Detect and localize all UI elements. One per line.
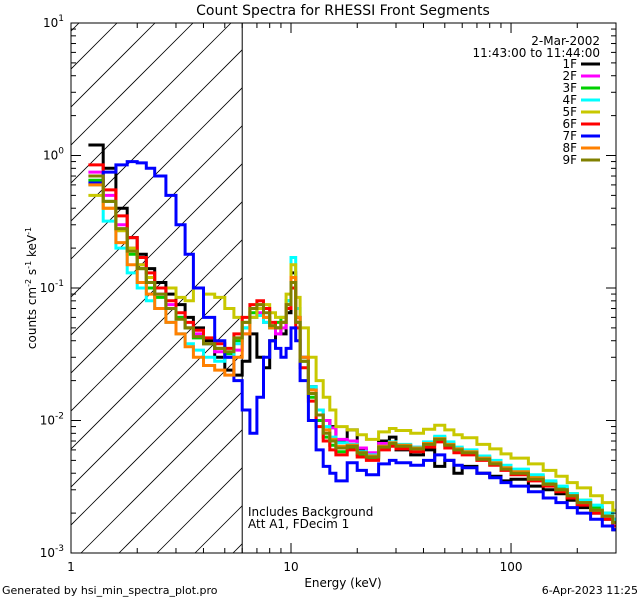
x-axis-label: Energy (keV) — [304, 576, 381, 590]
legend-time-range: 11:43:00 to 11:44:00 — [473, 46, 600, 60]
y-label-end: keV — [25, 234, 39, 261]
annotation-line-2: Att A1, FDecim 1 — [248, 517, 349, 531]
y-tick-base: 10 — [40, 414, 55, 428]
hatch-line — [71, 315, 243, 488]
series-line-6F — [88, 163, 616, 528]
legend-label: 2F — [562, 69, 577, 83]
hatch-line — [71, 87, 243, 260]
y-tick-base: 10 — [40, 546, 55, 560]
hatch-line — [71, 353, 243, 526]
hatch-line — [118, 429, 243, 553]
x-tick-label: 100 — [500, 560, 523, 574]
hatch-line — [71, 23, 194, 146]
x-tick-label: 10 — [283, 560, 298, 574]
hatch-line — [71, 23, 232, 184]
legend-label: 1F — [562, 57, 577, 71]
legend-label: 7F — [562, 129, 577, 143]
series-line-5F — [88, 193, 616, 512]
y-label-mid: s — [25, 269, 39, 279]
y-tick-label: 10-1 — [40, 279, 64, 295]
legend-label: 8F — [562, 141, 577, 155]
hatch-line — [71, 277, 243, 450]
series-line-8F — [88, 183, 616, 524]
hatch-line — [71, 49, 243, 222]
hatch-line — [80, 391, 243, 553]
series-line-3F — [88, 178, 616, 521]
x-axis: 1 10 100 — [67, 23, 617, 574]
hatch-line — [71, 239, 243, 412]
y-tick-exp: 1 — [58, 14, 64, 24]
legend-label: 4F — [562, 93, 577, 107]
series-line-9F — [88, 174, 616, 524]
y-tick-exp: -2 — [55, 412, 64, 422]
y-axis-label: counts cm-2 s-1 keV-1 — [24, 227, 39, 349]
y-tick-base: 10 — [40, 281, 55, 295]
legend-label: 5F — [562, 105, 577, 119]
y-tick-exp: -3 — [55, 544, 64, 554]
hatch-line — [71, 163, 243, 336]
y-tick-label: 10-2 — [40, 412, 64, 428]
y-tick-label: 10-3 — [40, 544, 64, 560]
series-line-1F — [88, 143, 616, 532]
y-label-exp1: -2 — [24, 279, 33, 287]
legend-date: 2-Mar-2002 — [531, 34, 600, 48]
chart-title: Count Spectra for RHESSI Front Segments — [196, 3, 490, 19]
annotation-line-1: Includes Background — [248, 505, 373, 519]
footer-timestamp: 6-Apr-2023 11:25 — [542, 584, 638, 597]
y-tick-base: 10 — [43, 149, 58, 163]
y-label-exp2: -1 — [24, 261, 33, 269]
y-tick-label: 100 — [43, 147, 64, 163]
series-group — [88, 143, 616, 532]
y-tick-label: 101 — [43, 14, 64, 30]
legend-label: 6F — [562, 117, 577, 131]
y-tick-exp: -1 — [55, 279, 64, 289]
y-label-exp3: -1 — [24, 227, 33, 235]
legend-label: 3F — [562, 81, 577, 95]
y-tick-base: 10 — [43, 16, 58, 30]
series-line-7F — [88, 160, 616, 532]
legend-label: 9F — [562, 153, 577, 167]
series-line-2F — [88, 170, 616, 524]
x-tick-label: 1 — [67, 560, 75, 574]
y-tick-exp: 0 — [58, 147, 64, 157]
y-label-main: counts cm — [25, 287, 39, 349]
footer-generated-by: Generated by hsi_min_spectra_plot.pro — [2, 584, 218, 597]
